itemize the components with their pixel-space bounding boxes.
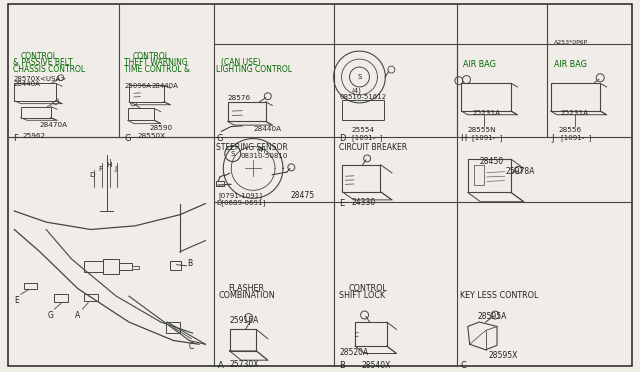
Text: 28590: 28590 (150, 125, 173, 131)
Bar (474, 165, 484, 185)
Bar (127, 109, 154, 120)
Bar (120, 263, 132, 270)
Bar (132, 266, 138, 269)
Text: 28570X<USA>: 28570X<USA> (13, 76, 66, 81)
Bar (84, 261, 107, 272)
Bar (342, 165, 381, 192)
Text: 28576: 28576 (228, 95, 251, 101)
Text: LIGHTING CONTROL: LIGHTING CONTROL (216, 65, 292, 74)
Bar (129, 85, 164, 102)
Bar (104, 259, 120, 274)
Text: G: G (125, 134, 131, 143)
Bar (342, 100, 384, 120)
Text: 28550X: 28550X (137, 133, 165, 139)
Text: B: B (187, 259, 192, 268)
Text: 28440A: 28440A (151, 83, 178, 89)
Text: J: J (115, 166, 116, 172)
Text: (CAN USE): (CAN USE) (221, 58, 261, 67)
Text: F: F (99, 166, 102, 172)
Bar (170, 261, 181, 270)
Text: (4): (4) (352, 88, 362, 94)
Text: A: A (75, 311, 80, 320)
Text: CONTROL: CONTROL (349, 284, 388, 293)
Text: B: B (339, 361, 345, 370)
Text: 28440A: 28440A (13, 81, 40, 87)
Text: C: C (189, 342, 194, 352)
Text: CIRCUIT BREAKER: CIRCUIT BREAKER (339, 142, 407, 151)
Text: & PASSIVE BELT: & PASSIVE BELT (13, 58, 73, 67)
Text: J: J (551, 134, 554, 143)
Text: TIME CONTROL &: TIME CONTROL & (125, 65, 191, 74)
Text: 25915A: 25915A (230, 317, 259, 326)
Bar (461, 83, 511, 111)
Text: D: D (339, 134, 346, 143)
Text: COMBINATION: COMBINATION (218, 291, 275, 299)
Bar (355, 322, 387, 346)
Text: D: D (90, 172, 95, 178)
Text: FLASHER: FLASHER (228, 284, 264, 293)
Text: F: F (13, 134, 18, 143)
Text: [0791-1091]: [0791-1091] (219, 192, 263, 199)
Text: 25962: 25962 (22, 132, 45, 138)
Text: CHASSIS CONTROL: CHASSIS CONTROL (13, 65, 85, 74)
Bar (230, 330, 256, 351)
Text: S: S (230, 151, 235, 157)
Bar (84, 294, 99, 301)
Text: AIR BAG: AIR BAG (554, 60, 588, 69)
Text: SHIFT LOCK: SHIFT LOCK (339, 291, 385, 299)
Text: 25231A: 25231A (473, 110, 501, 116)
Text: E: E (339, 199, 344, 208)
Text: KEY LESS CONTROL: KEY LESS CONTROL (460, 291, 538, 299)
Text: 08310-50810: 08310-50810 (241, 153, 288, 158)
Bar (228, 102, 266, 121)
Text: [1091-  ]: [1091- ] (472, 134, 502, 141)
Text: 28475: 28475 (291, 190, 315, 200)
Text: 28595A: 28595A (478, 312, 508, 321)
Bar (166, 322, 180, 333)
Text: 08510-51612: 08510-51612 (339, 94, 386, 100)
Text: CONTROL: CONTROL (132, 52, 169, 61)
Text: 28520A: 28520A (339, 348, 369, 357)
Text: H: H (107, 162, 112, 168)
Bar (216, 182, 225, 186)
Bar (24, 283, 36, 289)
Text: 25231A: 25231A (561, 110, 589, 116)
Text: E: E (14, 296, 19, 305)
Text: 28470A: 28470A (40, 122, 68, 128)
Text: C: C (460, 361, 466, 370)
Text: AIR BAG: AIR BAG (463, 60, 496, 69)
Text: (4): (4) (256, 146, 266, 153)
Text: 28555N: 28555N (468, 127, 497, 133)
Bar (20, 107, 51, 118)
Bar (468, 159, 511, 192)
Text: 25978A: 25978A (506, 167, 535, 176)
Text: THEFT WARNING: THEFT WARNING (125, 58, 188, 67)
Text: 24330: 24330 (352, 198, 376, 207)
Text: STEERING SENSOR: STEERING SENSOR (216, 142, 288, 151)
Text: G: G (47, 311, 53, 320)
Text: 25554: 25554 (352, 127, 375, 133)
Bar (550, 83, 600, 111)
Text: A253*0P6P: A253*0P6P (554, 40, 589, 45)
Bar (14, 83, 56, 101)
Text: A: A (218, 361, 224, 370)
Text: D[0689-0691]: D[0689-0691] (216, 199, 266, 206)
Text: 25730X: 25730X (230, 360, 259, 369)
Text: 28450: 28450 (479, 157, 503, 166)
Text: 28540X: 28540X (362, 361, 391, 370)
Text: [1091-  ]: [1091- ] (352, 134, 382, 141)
Bar (54, 294, 68, 302)
Text: [1091-  ]: [1091- ] (561, 134, 591, 141)
Text: S: S (357, 74, 362, 80)
Text: 28556: 28556 (559, 127, 582, 133)
Text: H: H (460, 134, 467, 143)
Text: 28440A: 28440A (253, 126, 281, 132)
Text: G: G (216, 134, 223, 143)
Text: 25096A: 25096A (125, 83, 152, 89)
Text: 28595X: 28595X (489, 351, 518, 360)
Text: CONTROL: CONTROL (20, 52, 58, 61)
